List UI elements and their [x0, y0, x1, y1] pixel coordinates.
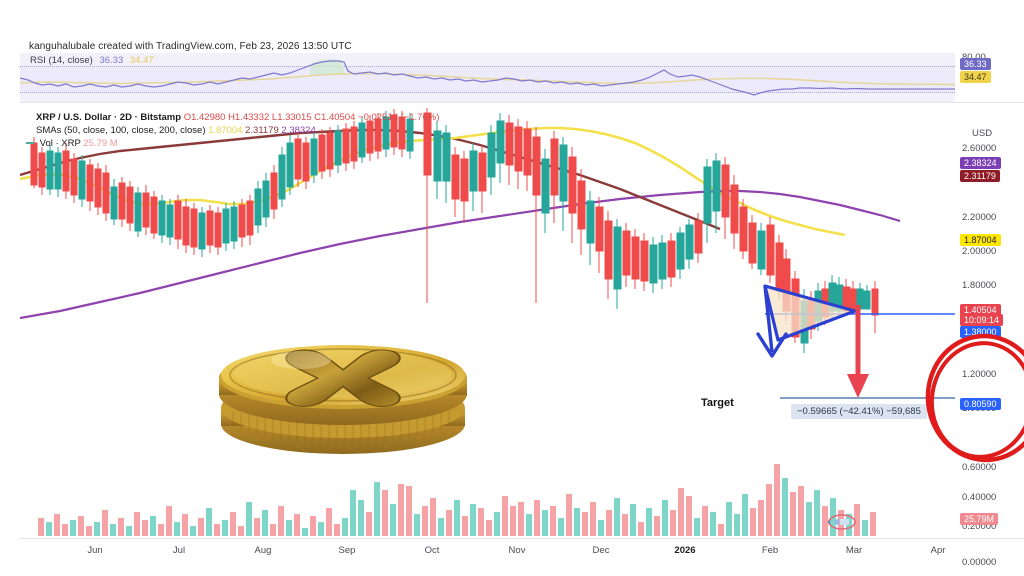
xrp-coin-image [205, 312, 482, 457]
volume-swatch-icon [26, 142, 34, 145]
time-tick: Mar [845, 545, 863, 556]
rsi-value: 36.33 [99, 55, 124, 66]
sma-50-badge[interactable]: 1.87004 [960, 234, 1001, 246]
time-tick: Sep [338, 545, 356, 556]
exchange-label: Bitstamp [140, 112, 182, 123]
ohlc-open: O1.42980 [183, 112, 226, 123]
time-tick: Apr [930, 545, 946, 556]
sma-100-badge[interactable]: 2.31179 [960, 170, 1000, 182]
time-tick: Feb [761, 545, 779, 556]
rsi-legend: RSI (14, close) 36.33 34.47 [30, 55, 154, 66]
countdown-badge[interactable]: 10:09:14 [960, 314, 1004, 326]
time-axis[interactable]: Jun Jul Aug Sep Oct Nov Dec 2026 Feb Mar… [20, 538, 1024, 562]
price-tick: 0.20000 [962, 521, 997, 532]
ohlc-close: C1.40504 [314, 112, 356, 123]
rsi-ma-badge[interactable]: 34.47 [960, 71, 991, 83]
volume-legend-name: Vol · XRP [39, 138, 81, 149]
main-legend: XRP / U.S. Dollar · 2D · Bitstamp O1.429… [36, 112, 439, 123]
axis-unit-label: USD [972, 128, 993, 139]
price-axis[interactable]: 80.00 USD 2.60000 2.20000 2.00000 1.8000… [956, 30, 1024, 570]
sma-200-value: 2.38324 [281, 125, 316, 136]
legend-sep-1: · [113, 112, 120, 123]
watermark-badge-icon [828, 514, 856, 530]
last-price-badge[interactable]: 1.40504 [960, 304, 1001, 316]
ohlc-low: L1.33015 [271, 112, 312, 123]
sma-50-value: 1.87004 [208, 125, 243, 136]
time-tick: Nov [508, 545, 526, 556]
sma-100-value: 2.31179 [245, 125, 279, 136]
rsi-ma-value: 34.47 [129, 55, 154, 66]
price-tick: 2.00000 [962, 246, 997, 257]
sma-200-badge[interactable]: 2.38324 [960, 157, 1001, 169]
rsi-plot [20, 59, 955, 96]
support-level-badge[interactable]: 1.38000 [960, 326, 1001, 338]
price-tick: 0.00000 [962, 557, 997, 568]
ohlc-change: −0.02514 [358, 112, 398, 123]
target-label: Target [701, 397, 734, 409]
volume-legend: Vol · XRP 25.79 M [26, 138, 118, 149]
time-tick: Oct [424, 545, 440, 556]
ohlc-change-pct: (−1.76%) [400, 112, 440, 123]
price-tick: 0.60000 [962, 462, 997, 473]
volume-pane [20, 440, 955, 536]
ohlc-high: H1.43332 [228, 112, 270, 123]
price-tick: 1.20000 [962, 369, 997, 380]
volume-bars [38, 464, 876, 536]
price-tick: 2.20000 [962, 212, 997, 223]
volume-badge[interactable]: 25.79M [960, 513, 999, 525]
interval-label: 2D [119, 112, 132, 123]
tradingview-credit: kanguhalubale created with TradingView.c… [29, 41, 352, 52]
price-tick: 0.40000 [962, 492, 997, 503]
price-tick: 1.80000 [962, 280, 997, 291]
price-tick: 2.60000 [962, 143, 997, 154]
rsi-value-badge[interactable]: 36.33 [960, 58, 991, 70]
sma-legend: SMAs (50, close, 100, close, 200, close)… [36, 125, 316, 136]
legend-sep-2: · [134, 112, 141, 123]
rsi-pane: RSI (14, close) 36.33 34.47 [20, 53, 955, 102]
target-measure-box[interactable]: −0.59665 (−42.41%) −59,685 [791, 404, 927, 419]
sma-legend-name: SMAs (50, close, 100, close, 200, close) [36, 125, 206, 136]
rsi-axis-tick-80: 80.00 [962, 52, 986, 63]
time-tick: Dec [592, 545, 610, 556]
time-tick: Jun [87, 545, 103, 556]
target-level-badge[interactable]: 0.80590 [960, 398, 1001, 410]
time-tick: Jul [172, 545, 186, 556]
time-tick: Aug [254, 545, 272, 556]
xrp-coin-svg [219, 345, 467, 454]
time-tick-year: 2026 [674, 545, 696, 556]
symbol-name: XRP / U.S. Dollar [36, 112, 112, 123]
volume-value: 25.79 M [83, 138, 118, 149]
rsi-name: RSI (14, close) [30, 55, 93, 66]
pane-divider [20, 102, 1024, 103]
